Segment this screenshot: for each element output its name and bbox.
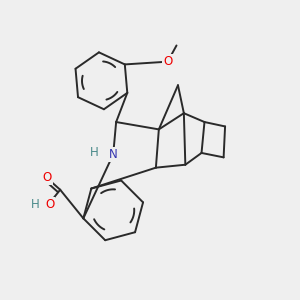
Text: O: O — [45, 198, 55, 211]
Text: O: O — [42, 172, 52, 184]
Text: O: O — [163, 55, 172, 68]
Text: H: H — [31, 198, 40, 211]
Text: H: H — [90, 146, 98, 159]
Text: N: N — [109, 148, 118, 161]
